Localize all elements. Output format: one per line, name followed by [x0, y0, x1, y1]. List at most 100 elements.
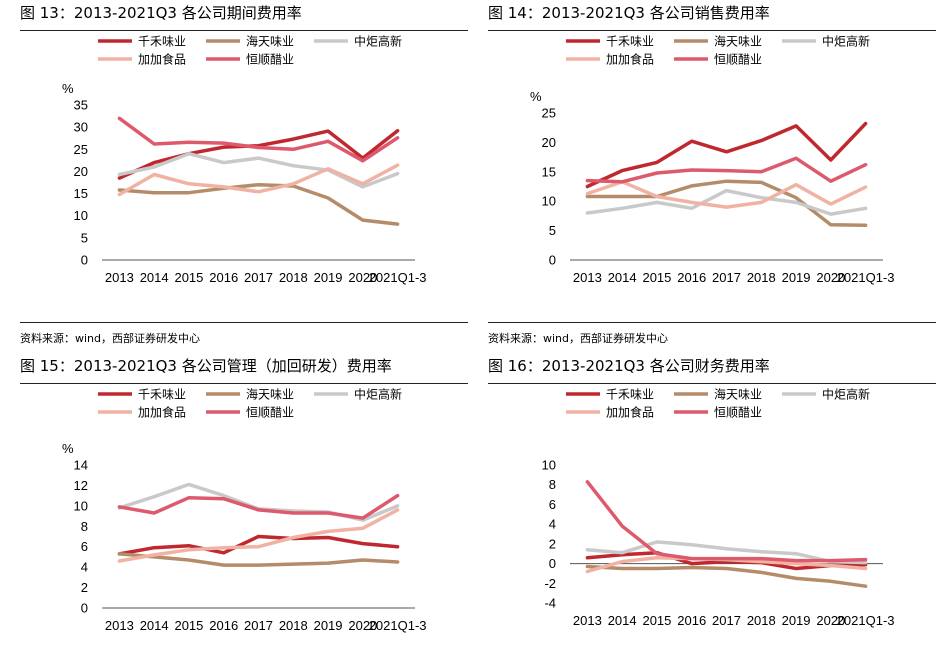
x-tick-label: 2020	[348, 618, 377, 633]
y-tick-label: 35	[74, 98, 88, 113]
x-tick-label: 2018	[747, 613, 776, 628]
legend-label: 恒顺醋业	[246, 405, 294, 420]
x-tick-label: 2017	[712, 613, 741, 628]
x-tick-label: 2019	[314, 270, 343, 285]
y-tick-label: 8	[549, 477, 556, 492]
x-tick-label: 2017	[244, 618, 273, 633]
x-tick-label: 2017	[712, 270, 741, 285]
series-line	[117, 116, 400, 163]
y-tick-label: 14	[74, 458, 88, 473]
chart-title: 图 15：2013-2021Q3 各公司管理（加回研发）费用率	[20, 357, 392, 375]
source-note: 资料来源：wind，西部证券研发中心	[20, 332, 201, 345]
y-axis-label: %	[62, 81, 74, 96]
series-line	[585, 180, 868, 209]
x-tick-label: 2016	[209, 618, 238, 633]
y-tick-label: 20	[542, 135, 556, 150]
x-tick-label: 2020	[816, 613, 845, 628]
legend-label: 恒顺醋业	[714, 405, 762, 420]
y-tick-label: 6	[81, 539, 88, 554]
y-tick-label: 25	[542, 106, 556, 121]
y-axis-label: %	[530, 89, 542, 104]
source-rule	[488, 322, 936, 323]
x-tick-label: 2013	[105, 270, 134, 285]
x-tick-label: 2020	[816, 270, 845, 285]
y-tick-label: 15	[542, 164, 556, 179]
y-tick-label: -4	[544, 596, 556, 611]
x-tick-label: 2018	[279, 618, 308, 633]
chart-panel-13: 图 13：2013-2021Q3 各公司期间费用率 千禾味业 海天味业 中炬高新 加加…	[20, 0, 470, 345]
series-line	[585, 156, 868, 184]
x-tick-label: 2015	[642, 270, 671, 285]
y-tick-label: 10	[542, 458, 556, 473]
legend-label: 恒顺醋业	[714, 52, 762, 67]
x-tick-label: 2019	[314, 618, 343, 633]
y-tick-label: 0	[549, 556, 556, 571]
chart-panel-15: 图 15：2013-2021Q3 各公司管理（加回研发）费用率 千禾味业 海天味业…	[20, 353, 470, 668]
series-line	[117, 552, 400, 567]
x-tick-label: 2014	[140, 618, 169, 633]
x-tick-label: 2018	[747, 270, 776, 285]
legend-label: 加加食品	[138, 405, 186, 420]
x-tick-label: 2014	[608, 613, 637, 628]
x-tick-label: 2015	[174, 618, 203, 633]
x-tick-label: 2021Q1-3	[369, 618, 427, 633]
legend-label: 加加食品	[606, 405, 654, 420]
x-tick-label: 2020	[348, 270, 377, 285]
series-line	[117, 151, 400, 189]
x-tick-label: 2014	[140, 270, 169, 285]
legend-label: 千禾味业	[138, 35, 186, 49]
legend-label: 恒顺醋业	[246, 52, 294, 67]
series-line	[585, 188, 868, 216]
y-tick-label: 0	[81, 253, 88, 268]
x-tick-label: 2021Q1-3	[837, 270, 895, 285]
x-tick-label: 2021Q1-3	[369, 270, 427, 285]
legend-label: 海天味业	[714, 34, 762, 49]
title-rule	[20, 30, 468, 31]
source-note: 资料来源：wind，西部证券研发中心	[488, 332, 669, 345]
series-line	[117, 482, 400, 522]
title-rule	[20, 383, 468, 384]
y-tick-label: 10	[74, 208, 88, 223]
x-tick-label: 2017	[244, 270, 273, 285]
legend-label: 加加食品	[606, 52, 654, 67]
x-tick-label: 2019	[782, 613, 811, 628]
y-tick-label: 10	[542, 194, 556, 209]
y-tick-label: 2	[81, 580, 88, 595]
legend-label: 千禾味业	[138, 388, 186, 402]
y-tick-label: 6	[549, 497, 556, 512]
series-line	[585, 121, 868, 189]
y-axis-label: %	[62, 441, 74, 456]
legend-label: 千禾味业	[606, 35, 654, 49]
legend-label: 中炬高新	[354, 387, 402, 402]
x-tick-label: 2013	[573, 270, 602, 285]
series-line	[117, 534, 400, 556]
y-tick-label: 5	[81, 230, 88, 245]
x-tick-label: 2018	[279, 270, 308, 285]
legend-label: 海天味业	[714, 387, 762, 402]
series-line	[585, 179, 868, 228]
series-line	[117, 163, 400, 197]
x-tick-label: 2019	[782, 270, 811, 285]
series-line	[585, 480, 868, 563]
source-rule	[20, 322, 468, 323]
x-tick-label: 2016	[677, 270, 706, 285]
y-tick-label: 30	[74, 120, 88, 135]
chart-panel-14: 图 14：2013-2021Q3 各公司销售费用率 千禾味业 海天味业 中炬高新加加…	[488, 0, 938, 345]
y-tick-label: 8	[81, 519, 88, 534]
series-line	[117, 182, 400, 226]
y-tick-label: 10	[74, 498, 88, 513]
legend-label: 中炬高新	[822, 34, 870, 49]
chart-title: 图 14：2013-2021Q3 各公司销售费用率	[488, 4, 770, 22]
x-tick-label: 2014	[608, 270, 637, 285]
y-tick-label: 0	[549, 253, 556, 268]
y-tick-label: -2	[544, 576, 556, 591]
title-rule	[488, 30, 936, 31]
y-tick-label: 2	[549, 536, 556, 551]
y-tick-label: 20	[74, 164, 88, 179]
x-tick-label: 2015	[174, 270, 203, 285]
y-tick-label: 4	[81, 560, 88, 575]
